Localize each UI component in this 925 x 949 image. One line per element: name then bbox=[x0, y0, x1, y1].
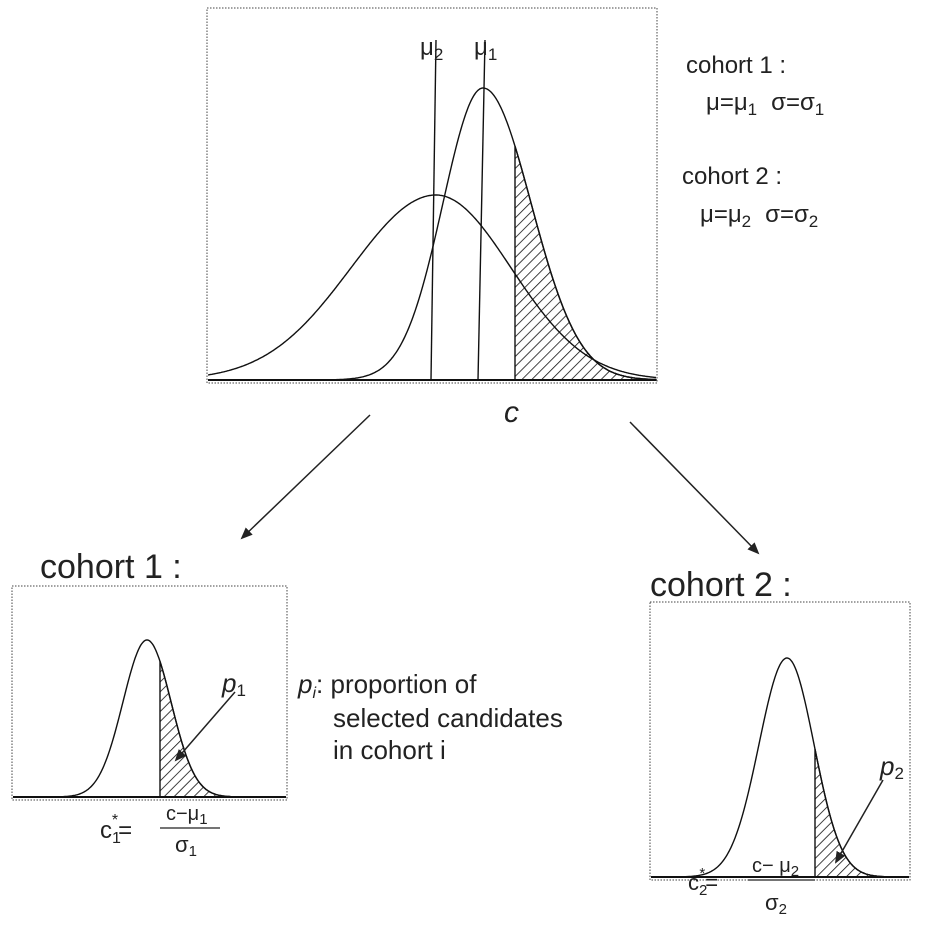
panel-frame bbox=[11, 585, 288, 801]
x-label: c bbox=[504, 396, 519, 429]
main-plot-frame bbox=[206, 7, 658, 384]
cohort-1-curve bbox=[13, 639, 286, 798]
formula: c1*= c−μ1 σ1 bbox=[100, 803, 220, 860]
formula-denominator: σ2 bbox=[765, 890, 787, 918]
legend-params: μ=μ1 σ=σ1 bbox=[706, 89, 824, 119]
formula-numerator: c− μ2 bbox=[752, 855, 799, 880]
mu1-line bbox=[477, 39, 486, 381]
arrow bbox=[629, 421, 760, 555]
mu1-label: μ1 bbox=[474, 34, 497, 64]
mu2-label: μ2 bbox=[420, 34, 443, 64]
note: in cohort i bbox=[333, 735, 446, 765]
mu2-line bbox=[430, 39, 437, 381]
formula-denominator: σ1 bbox=[175, 832, 197, 860]
note: selected candidates bbox=[333, 703, 563, 733]
selected-area bbox=[514, 145, 657, 381]
p-label: p2 bbox=[879, 751, 904, 783]
cohort-2-curve bbox=[651, 657, 909, 878]
cohort-2-curve bbox=[207, 194, 657, 379]
legend-params: μ=μ2 σ=σ2 bbox=[700, 201, 818, 231]
formula-lhs: c2*= bbox=[688, 865, 718, 899]
legend-title: cohort 1 : bbox=[686, 52, 786, 79]
arrow bbox=[240, 414, 371, 540]
legend-title: cohort 2 : bbox=[682, 163, 782, 190]
panel-frame bbox=[649, 601, 911, 881]
p-label: p1 bbox=[221, 668, 246, 700]
panel-title: cohort 2 : bbox=[650, 566, 792, 604]
note: pi: proportion of bbox=[297, 669, 477, 702]
formula-numerator: c−μ1 bbox=[166, 803, 208, 828]
formula: c2*= c− μ2 σ2 bbox=[688, 855, 815, 918]
main-plot bbox=[207, 87, 657, 381]
arrow bbox=[835, 779, 884, 864]
panel-plot bbox=[651, 657, 909, 878]
arrow bbox=[174, 691, 236, 762]
formula-lhs: c1*= bbox=[100, 812, 132, 847]
panel-title: cohort 1 : bbox=[40, 548, 182, 586]
panel-plot bbox=[13, 639, 286, 798]
